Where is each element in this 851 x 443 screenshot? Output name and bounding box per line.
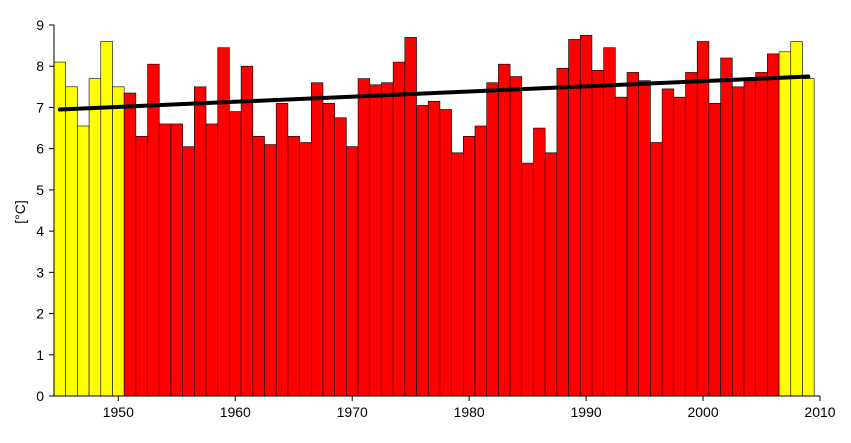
bar-1988 <box>556 67 569 397</box>
bar-1945 <box>53 61 66 397</box>
bar-1963 <box>264 144 277 397</box>
bar-1975 <box>404 37 417 397</box>
bar-1948 <box>88 78 102 397</box>
bar-1974 <box>392 61 406 397</box>
bar-1999 <box>685 72 698 397</box>
y-tick-label: 1 <box>36 347 44 363</box>
bar-1998 <box>673 96 686 397</box>
bar-1953 <box>147 63 160 397</box>
bar-2007 <box>778 51 792 397</box>
x-tick-label: 2000 <box>687 404 718 420</box>
bar-2005 <box>755 72 768 397</box>
bar-1946 <box>65 86 78 397</box>
x-ticks-group: 1950 1960 1970 1980 1990 2000 2010 <box>103 396 836 420</box>
y-ticks-group: 0 1 2 3 4 5 6 7 8 9 <box>36 17 54 404</box>
y-tick-label: 9 <box>36 17 44 33</box>
x-tick-label: 1970 <box>337 404 368 420</box>
y-tick-label: 0 <box>36 388 44 404</box>
bar-1997 <box>661 88 675 397</box>
y-axis-title: [°C] <box>12 200 28 224</box>
bar-1960 <box>229 111 242 397</box>
bar-1969 <box>334 117 347 397</box>
bar-2003 <box>731 86 745 397</box>
bar-1951 <box>123 92 137 397</box>
bar-1971 <box>357 78 371 397</box>
bar-1983 <box>498 63 511 397</box>
bar-1992 <box>603 47 616 397</box>
bar-1970 <box>346 146 359 397</box>
x-tick-label: 1990 <box>571 404 602 420</box>
bar-1949 <box>100 41 113 397</box>
bar-1968 <box>322 103 335 397</box>
bar-1967 <box>310 82 324 397</box>
bar-1955 <box>170 123 183 397</box>
bar-2006 <box>767 53 780 397</box>
bar-1984 <box>509 76 523 397</box>
x-tick-label: 1950 <box>103 404 134 420</box>
bar-1979 <box>451 152 464 397</box>
bar-1993 <box>615 96 628 397</box>
bar-2009 <box>802 78 815 397</box>
bar-1990 <box>579 35 593 397</box>
y-tick-label: 5 <box>36 182 44 198</box>
bar-1947 <box>77 125 90 397</box>
bar-1996 <box>650 142 663 397</box>
bar-1965 <box>287 136 300 397</box>
bar-1950 <box>112 86 125 397</box>
bar-1985 <box>521 162 534 397</box>
bar-2002 <box>720 57 733 397</box>
x-tick-label: 2010 <box>804 404 835 420</box>
bar-1982 <box>486 82 499 397</box>
bar-1976 <box>416 105 429 397</box>
bar-1952 <box>135 136 148 397</box>
y-tick-label: 7 <box>36 99 44 115</box>
bar-1989 <box>568 39 581 397</box>
bar-1986 <box>533 127 546 397</box>
bar-1958 <box>205 123 219 397</box>
bar-1957 <box>194 86 207 397</box>
bar-1966 <box>299 142 312 397</box>
x-tick-label: 1980 <box>454 404 485 420</box>
bar-2008 <box>790 41 803 397</box>
bar-1977 <box>427 100 441 397</box>
bar-1964 <box>275 103 289 397</box>
bar-1994 <box>626 72 640 397</box>
y-tick-label: 8 <box>36 58 44 74</box>
bar-1991 <box>591 70 604 397</box>
bar-1980 <box>463 136 476 397</box>
bar-1956 <box>182 146 195 397</box>
y-tick-label: 6 <box>36 141 44 157</box>
y-tick-label: 4 <box>36 223 44 239</box>
x-tick-label: 1960 <box>220 404 251 420</box>
bar-1978 <box>439 109 452 397</box>
bar-2000 <box>696 41 710 397</box>
bar-1962 <box>252 136 265 397</box>
y-tick-label: 2 <box>36 306 44 322</box>
bars-group <box>53 35 815 397</box>
y-tick-label: 3 <box>36 264 44 280</box>
bar-2001 <box>708 103 721 397</box>
trend-line <box>57 74 811 112</box>
bar-1961 <box>240 65 254 397</box>
bar-1973 <box>381 82 394 397</box>
bar-2004 <box>743 80 756 397</box>
bar-1959 <box>217 47 230 397</box>
bar-1987 <box>544 152 558 397</box>
bar-1981 <box>474 125 488 397</box>
bar-1995 <box>638 80 651 397</box>
bar-1972 <box>369 84 382 397</box>
bar-1954 <box>158 123 172 397</box>
